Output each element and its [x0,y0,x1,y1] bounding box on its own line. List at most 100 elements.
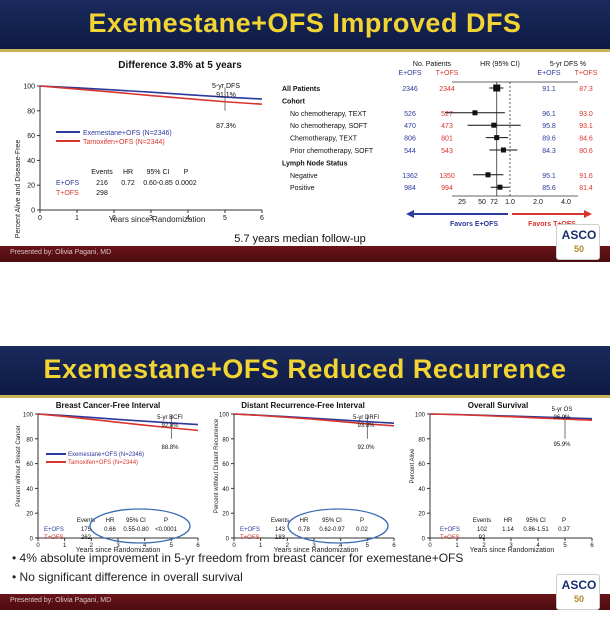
hdr-ci: 95% CI [126,518,146,524]
highlight-circle [89,508,191,544]
km-annotation-label: 5-yr DFS [212,83,240,90]
forest-n-e: 544 [404,148,416,155]
x-tick-label: 3 [509,543,513,549]
forest-dfs-e: 89.6 [542,136,556,143]
hdr-events: Events [77,518,95,524]
series-line-tamoxifen [429,413,593,421]
km-xlabel: Years since Randomization [109,215,206,224]
y-tick-label: 20 [418,512,425,518]
presenter-credit: Presented by: Olivia Pagani, MD [10,597,112,604]
dfs-figure: Difference 3.8% at 5 years 0204060801000… [15,60,598,245]
os-stats: Events HR 95% CI P E+OFS 102 1.14 0.86-1… [440,518,570,541]
forest-arm-t: T+OFS [436,70,459,77]
forest-row-label: Cohort [282,98,306,105]
x-tick-label: 5 [563,543,567,549]
forest-n-e: 806 [404,136,416,143]
row-e-ci: 0.86-1.51 [523,527,549,533]
hdr-hr: HR [106,518,115,524]
bullet-2: • No significant difference in overall s… [12,570,243,584]
x-tick-label: 1 [63,543,67,549]
x-tick-label: 0 [38,215,42,222]
series-line-tamoxifen [39,85,263,106]
bcfi-annot-top: 92.8% [161,423,179,429]
x-tick-label: 6 [196,543,200,549]
forest-n-e: 470 [404,123,416,130]
table-events-header: Events [91,169,113,176]
x-tick-label: 4 [536,543,540,549]
row-e-events: 102 [477,527,488,533]
forest-row-label: Prior chemotherapy, SOFT [290,148,374,155]
hdr-ci: 95% CI [322,518,342,524]
hdr-p: P [360,518,364,524]
km-os-chart: 0 20 40 60 80 100 0 1 2 3 4 5 6 [415,413,594,550]
forest-point [491,122,497,128]
bullet-1: • 4% absolute improvement in 5-yr freedo… [12,551,464,565]
row-e-hr: 0.78 [298,527,310,533]
x-tick-label: 6 [260,215,264,222]
forest-tick: 4.0 [561,199,571,206]
row-e-events: 143 [275,527,286,533]
y-tick-label: 0 [226,537,230,543]
row-t-label: T+OFS [240,535,260,541]
forest-row-label: No chemotherapy, TEXT [290,111,367,118]
row-t-events: 183 [275,535,286,541]
y-tick-label: 0 [30,537,34,543]
table-t-label: T+OFS [56,190,79,197]
table-e-p: 0.0002 [175,180,197,187]
forest-col-hr: HR (95% CI) [480,61,520,68]
x-tick-label: 4 [186,215,190,222]
legend-e: Exemestane+OFS (N=2346) [68,452,144,458]
x-tick-label: 5 [366,543,370,549]
x-tick-label: 5 [223,215,227,222]
series-line-exemestane [37,413,199,426]
row-t-label: T+OFS [440,535,460,541]
y-tick-label: 60 [418,462,425,468]
forest-dfs-t: 87.3 [579,86,593,93]
row-t-events: 92 [479,535,486,541]
x-tick-label: 4 [143,543,147,549]
drfi-annot-label: 5-yr DRFI [353,415,379,421]
y-tick-label: 80 [222,437,229,443]
favors-t-arrowhead [584,210,592,218]
km-heading: Difference 3.8% at 5 years [118,60,242,71]
legend-e: Exemestane+OFS (N=2346) [83,130,172,137]
forest-dfs-e: 85.6 [542,185,556,192]
forest-dfs-t: 91.6 [579,173,593,180]
slide-footer: Presented by: Olivia Pagani, MD [0,246,610,262]
os-xlabel: Years since Randomization [470,547,555,554]
forest-n-t: 543 [441,148,453,155]
slide-recurrence: Exemestane+OFS Reduced Recurrence Breast… [0,346,610,619]
y-tick-label: 60 [27,133,35,140]
os-title: Overall Survival [468,401,528,410]
km-annotation-bottom: 87.3% [216,123,236,130]
x-tick-label: 2 [482,543,486,549]
hdr-events: Events [271,518,289,524]
bcfi-annot-bottom: 88.8% [161,445,179,451]
forest-dfs-t: 80.6 [579,148,593,155]
forest-point [472,110,478,116]
y-tick-label: 60 [26,462,33,468]
bcfi-stats: Events HR 95% CI P E+OFS 175 0.66 0.55-0… [44,508,191,544]
forest-n-t: 1350 [439,173,455,180]
row-e-p: <0.0001 [155,527,178,533]
row-t-label: T+OFS [44,535,64,541]
forest-dfs-e: 95.1 [542,173,556,180]
km-dfs-chart: 0 20 40 60 80 100 0 1 2 3 4 5 6 [23,84,264,223]
y-tick-label: 40 [222,487,229,493]
forest-dfs-e: 91.1 [542,86,556,93]
row-e-events: 175 [81,527,92,533]
highlight-circle [287,508,389,544]
slide-title: Exemestane+OFS Reduced Recurrence [43,354,567,384]
y-tick-label: 40 [418,487,425,493]
y-tick-label: 20 [222,512,229,518]
row-t-events: 262 [81,535,92,541]
os-annot-label: 5-yr OS [552,407,573,413]
legend-t: Tamoxifen+OFS (N=2344) [83,139,165,146]
os-annot-top: 96.9% [553,415,571,421]
y-tick-label: 80 [418,437,425,443]
favors-e-label: Favors E+OFS [450,221,498,228]
forest-n-t: 801 [441,136,453,143]
recurrence-figure: Breast Cancer-Free Interval Distant Recu… [16,401,594,554]
y-tick-label: 80 [26,437,33,443]
asco-logo: ASCO 50 [556,574,600,610]
